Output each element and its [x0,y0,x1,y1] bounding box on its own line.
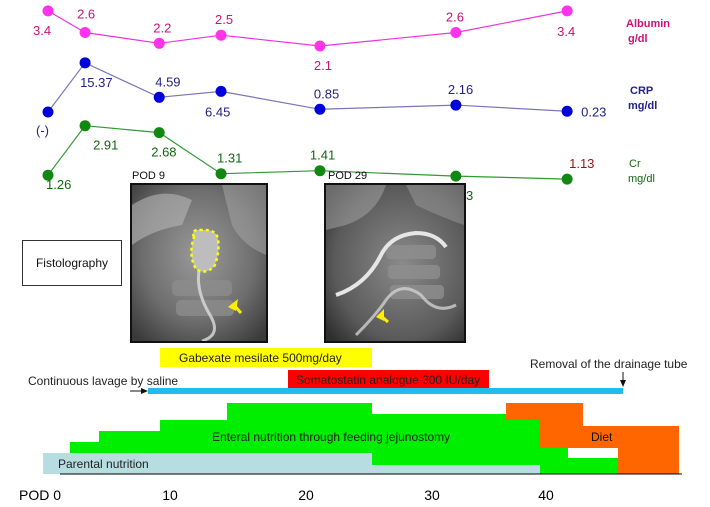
albumin-point [42,5,54,17]
gabexate-bar [160,348,372,367]
enteral-block-2 [99,431,540,442]
diet-block-1 [506,403,583,420]
cr-data-label: 1.41 [310,148,335,163]
cr-point [79,120,91,132]
cr-data-label: 1.31 [217,151,242,166]
albumin-point [450,27,462,38]
cr-unit: mg/dl [628,173,655,185]
cr-data-label: 1.26 [46,177,71,192]
x-tick-label: 20 [298,487,314,503]
albumin-point [153,37,165,49]
enteral-block-1 [70,442,540,453]
albumin-data-label: 2.6 [77,7,95,22]
somatostatin-label: Somatostatin analogue 300 IU/day [296,373,480,387]
pod9-title: POD 9 [132,170,166,182]
albumin-point [314,40,326,52]
cr-series-name: Cr [629,158,641,170]
fistolography-box: Fistolography [22,240,122,286]
cr-point [450,170,462,182]
x-axis: POD 0 10 20 30 40 [19,473,682,503]
crp-point [450,99,462,111]
crp-point [215,85,227,97]
cr-point [153,127,165,139]
crp-point [153,91,165,103]
enteral-block-8 [568,458,618,474]
crp-line [47,62,568,113]
crp-point [42,106,54,118]
crp-series-name: CRP [630,85,653,97]
albumin-data-label: 3.4 [33,23,51,38]
cr-data-label: 1.13 [569,156,594,171]
somatostatin-bar [288,370,489,388]
enteral-block-7 [540,448,568,474]
enteral-nutrition-label: Enteral nutrition through feeding jejuno… [212,430,450,444]
crp-data-label: 15.37 [80,75,113,90]
xray-pod9-drawing [132,185,266,341]
crp-data-label: 6.45 [205,104,230,119]
removal-arrow-head [620,380,626,387]
cr-data-label: 2.68 [151,145,176,160]
xray-pod29-drawing [326,185,464,341]
enteral-block-4 [227,403,372,420]
albumin-data-label: 3.4 [557,24,575,39]
diet-block-4 [618,448,679,474]
cr-point [42,169,54,181]
albumin-point [215,29,227,41]
crp-point [561,105,573,117]
albumin-data-label: 2.5 [215,12,233,27]
crp-data-label: (-) [36,123,49,138]
removal-label: Removal of the drainage tube [530,357,688,371]
gabexate-label: Gabexate mesilate 500mg/day [179,351,342,365]
albumin-data-label: 2.2 [153,20,171,35]
xray-pod29-image [324,183,466,343]
albumin-data-label: 2.1 [314,58,332,73]
diet-label: Diet [591,430,613,444]
lavage-bar [148,388,623,394]
crp-data-label: 0.23 [581,104,606,119]
crp-series: (-) 15.37 4.59 6.45 0.85 2.16 0.23 [36,57,606,138]
diet-block-2 [540,420,583,448]
x-tick-label: 10 [162,487,178,503]
crp-data-label: 0.85 [314,86,339,101]
albumin-data-label: 2.6 [446,10,464,25]
lavage-arrow-head [141,388,148,394]
fistolography-label: Fistolography [35,256,109,270]
line-series-layer: 3.4 2.6 2.2 2.5 2.1 2.6 3.4 (-) 15.37 4.59 6.45 0.8… [33,5,606,203]
cr-point [215,168,227,180]
albumin-point [79,27,91,38]
enteral-block-3 [160,420,540,431]
cr-point [314,165,326,177]
albumin-point [561,5,573,17]
cr-data-label: 2.91 [93,138,118,153]
pod29-title: POD 29 [328,170,368,182]
parental-nutrition-label: Parental nutrition [58,457,149,471]
leak-outline [190,228,220,273]
diet-block-3 [583,426,679,448]
albumin-series: 3.4 2.6 2.2 2.5 2.1 2.6 3.4 [33,5,575,73]
gantt-layer: Parental nutrition Enteral nutrition thr… [28,348,688,474]
crp-data-label: 2.16 [448,82,473,97]
x-tick-label: 40 [538,487,554,503]
albumin-series-name: Albumin [626,18,670,30]
cr-point [561,173,573,185]
crp-point [314,103,326,115]
enteral-block-5 [372,414,540,420]
lavage-label: Continuous lavage by saline [28,374,178,388]
x-tick-label: POD 0 [19,487,61,503]
cr-series: 1.262.912.681.311.411.231.13 [42,120,594,203]
x-tick-label: 30 [424,487,440,503]
albumin-unit: g/dl [628,33,648,45]
xray-pod9-image [130,183,268,343]
crp-data-label: 4.59 [155,74,180,89]
enteral-block-6 [372,453,540,465]
cr-line [47,125,568,180]
albumin-line [47,10,568,47]
crp-point [79,57,91,69]
crp-unit: mg/dl [628,100,657,112]
